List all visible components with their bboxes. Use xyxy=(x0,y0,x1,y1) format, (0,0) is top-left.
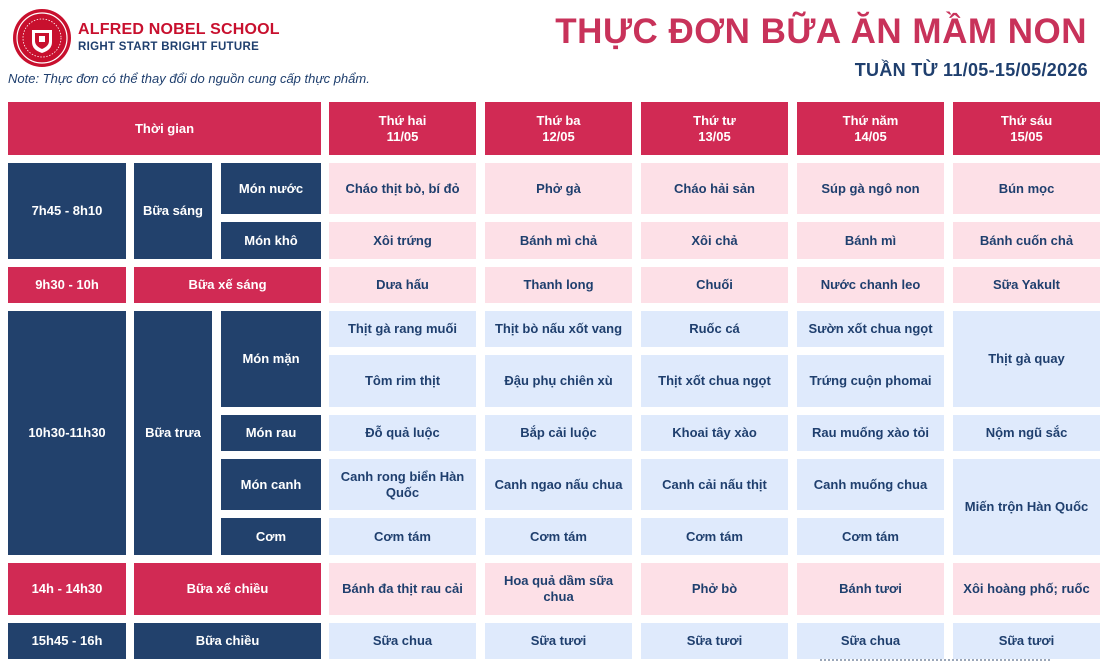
menu-cell: Canh cải nấu thịt xyxy=(641,459,788,510)
menu-cell: Sườn xốt chua ngọt xyxy=(797,311,944,347)
menu-cell: Thịt xốt chua ngọt xyxy=(641,355,788,407)
menu-cell: Cơm tám xyxy=(329,518,476,555)
menu-cell: Cơm tám xyxy=(641,518,788,555)
day-date: 12/05 xyxy=(542,128,575,144)
menu-cell: Phở gà xyxy=(485,163,632,214)
menu-cell: Chuối xyxy=(641,267,788,303)
day-date: 15/05 xyxy=(1010,128,1043,144)
dish-type-soup-breakfast: Món nước xyxy=(221,163,321,214)
dish-type-vegetable: Món rau xyxy=(221,415,321,451)
menu-cell: Sữa chua xyxy=(329,623,476,659)
menu-cell: Khoai tây xào xyxy=(641,415,788,451)
menu-cell: Xôi hoàng phố; ruốc xyxy=(953,563,1100,615)
day-header-wed: Thứ tư 13/05 xyxy=(641,102,788,155)
day-header-fri: Thứ sáu 15/05 xyxy=(953,102,1100,155)
menu-cell: Canh muống chua xyxy=(797,459,944,510)
menu-cell: Canh ngao nấu chua xyxy=(485,459,632,510)
day-header-thu: Thứ năm 14/05 xyxy=(797,102,944,155)
menu-cell: Bắp cải luộc xyxy=(485,415,632,451)
day-name: Thứ tư xyxy=(693,112,736,128)
menu-cell: Bánh tươi xyxy=(797,563,944,615)
menu-cell: Cháo hải sản xyxy=(641,163,788,214)
menu-cell: Miến trộn Hàn Quốc xyxy=(953,459,1100,555)
school-name: ALFRED NOBEL SCHOOL xyxy=(78,21,280,38)
menu-cell: Đỗ quả luộc xyxy=(329,415,476,451)
meal-afternoon-snack: Bữa xế chiều xyxy=(134,563,321,615)
menu-cell: Xôi chả xyxy=(641,222,788,259)
menu-cell: Sữa Yakult xyxy=(953,267,1100,303)
menu-note: Note: Thực đơn có thể thay đổi do nguồn … xyxy=(8,71,370,86)
dish-type-savory: Món mặn xyxy=(221,311,321,407)
day-name: Thứ sáu xyxy=(1000,112,1053,128)
menu-cell: Cơm tám xyxy=(797,518,944,555)
week-range: TUẦN TỪ 11/05-15/05/2026 xyxy=(854,60,1088,80)
menu-cell: Dưa hấu xyxy=(329,267,476,303)
time-afternoon: 15h45 - 16h xyxy=(8,623,126,659)
menu-cell: Bún mọc xyxy=(953,163,1100,214)
meal-morning-snack: Bữa xế sáng xyxy=(134,267,321,303)
day-header-mon: Thứ hai 11/05 xyxy=(329,102,476,155)
page-title: THỰC ĐƠN BỮA ĂN MẦM NON xyxy=(555,12,1087,51)
menu-cell: Thịt gà quay xyxy=(953,311,1100,407)
time-header: Thời gian xyxy=(8,102,321,155)
menu-cell: Đậu phụ chiên xù xyxy=(485,355,632,407)
dish-type-soup: Món canh xyxy=(221,459,321,510)
dish-type-rice: Cơm xyxy=(221,518,321,555)
menu-cell: Nước chanh leo xyxy=(797,267,944,303)
day-header-tue: Thứ ba 12/05 xyxy=(485,102,632,155)
menu-cell: Sữa tươi xyxy=(641,623,788,659)
menu-cell: Hoa quả dầm sữa chua xyxy=(485,563,632,615)
menu-cell: Cháo thịt bò, bí đỏ xyxy=(329,163,476,214)
time-morning-snack: 9h30 - 10h xyxy=(8,267,126,303)
menu-cell: Bánh mì xyxy=(797,222,944,259)
school-logo xyxy=(13,9,71,67)
meal-lunch: Bữa trưa xyxy=(134,311,212,555)
menu-cell: Sữa tươi xyxy=(953,623,1100,659)
menu-cell: Bánh đa thịt rau cải xyxy=(329,563,476,615)
menu-cell: Súp gà ngô non xyxy=(797,163,944,214)
day-name: Thứ hai xyxy=(378,112,427,128)
menu-cell: Rau muống xào tỏi xyxy=(797,415,944,451)
day-name: Thứ năm xyxy=(842,112,899,128)
day-date: 13/05 xyxy=(698,128,731,144)
meal-breakfast: Bữa sáng xyxy=(134,163,212,259)
dish-type-dry: Món khô xyxy=(221,222,321,259)
menu-cell: Tôm rim thịt xyxy=(329,355,476,407)
day-date: 14/05 xyxy=(854,128,887,144)
bottom-divider xyxy=(820,659,1050,661)
day-name: Thứ ba xyxy=(536,112,581,128)
school-slogan: RIGHT START BRIGHT FUTURE xyxy=(78,41,260,53)
day-date: 11/05 xyxy=(386,128,419,144)
menu-cell: Trứng cuộn phomai xyxy=(797,355,944,407)
menu-cell: Thịt bò nấu xốt vang xyxy=(485,311,632,347)
meal-afternoon: Bữa chiều xyxy=(134,623,321,659)
menu-cell: Ruốc cá xyxy=(641,311,788,347)
time-breakfast: 7h45 - 8h10 xyxy=(8,163,126,259)
menu-cell: Sữa chua xyxy=(797,623,944,659)
menu-cell: Phở bò xyxy=(641,563,788,615)
time-lunch: 10h30-11h30 xyxy=(8,311,126,555)
time-afternoon-snack: 14h - 14h30 xyxy=(8,563,126,615)
menu-cell: Xôi trứng xyxy=(329,222,476,259)
menu-cell: Thanh long xyxy=(485,267,632,303)
menu-cell: Sữa tươi xyxy=(485,623,632,659)
menu-cell: Nộm ngũ sắc xyxy=(953,415,1100,451)
menu-cell: Canh rong biển Hàn Quốc xyxy=(329,459,476,510)
menu-cell: Bánh mì chả xyxy=(485,222,632,259)
menu-cell: Cơm tám xyxy=(485,518,632,555)
menu-cell: Bánh cuốn chả xyxy=(953,222,1100,259)
menu-cell: Thịt gà rang muối xyxy=(329,311,476,347)
